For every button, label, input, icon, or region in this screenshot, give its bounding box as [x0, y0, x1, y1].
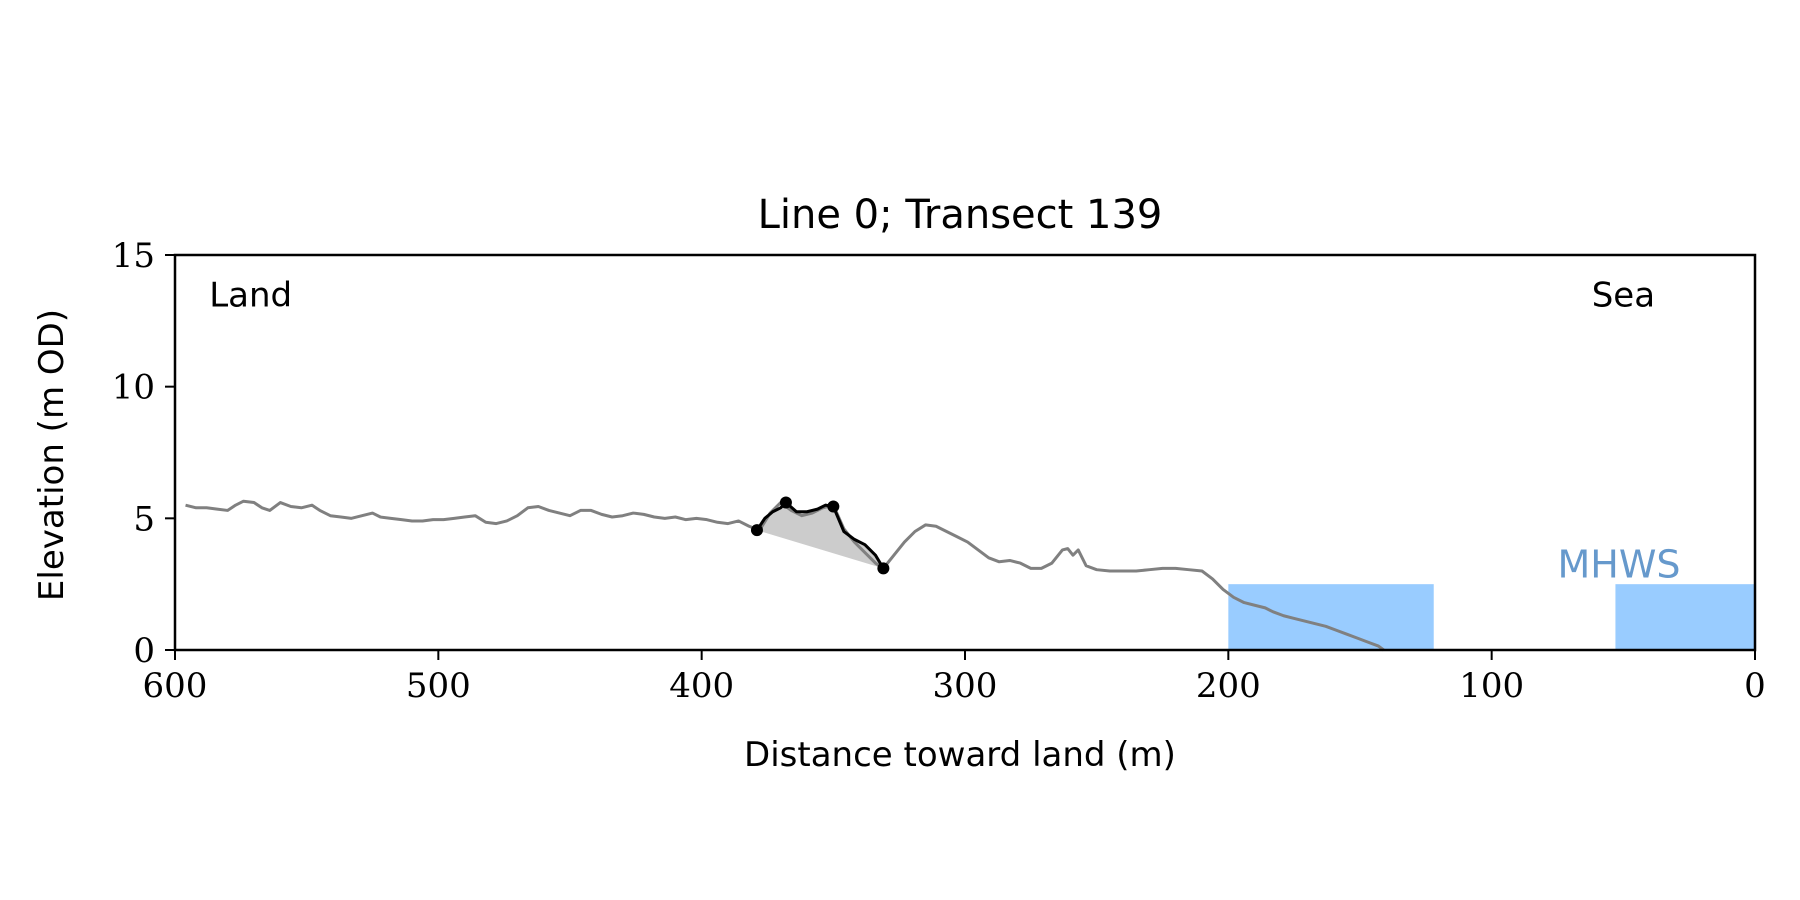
- axes: 600 500 400 300 200 100 0 0 5 10 15: [112, 236, 1766, 706]
- y-axis-label: Elevation (m OD): [32, 309, 72, 601]
- feature-shading: [756, 502, 884, 569]
- feature-marker-0: [750, 524, 763, 537]
- y-tick-label-0: 0: [133, 631, 155, 671]
- plot-area: Land Sea MHWS: [185, 276, 1755, 652]
- feature-marker-1: [779, 496, 792, 509]
- annotation-land: Land: [209, 276, 292, 316]
- feature-line: [755, 501, 885, 570]
- chart-title: Line 0; Transect 139: [758, 192, 1163, 238]
- x-tick-label-600: 600: [143, 666, 208, 706]
- x-axis-label: Distance toward land (m): [744, 735, 1176, 775]
- x-tick-label-200: 200: [1196, 666, 1261, 706]
- y-tick-label-15: 15: [112, 236, 155, 276]
- y-tick-label-5: 5: [133, 499, 155, 539]
- feature-marker-3: [877, 562, 890, 575]
- x-tick-label-500: 500: [406, 666, 471, 706]
- water-region-1: [1615, 584, 1755, 650]
- x-tick-label-0: 0: [1744, 666, 1766, 706]
- water-region-0: [1228, 584, 1434, 650]
- x-tick-label-400: 400: [669, 666, 734, 706]
- x-tick-label-100: 100: [1459, 666, 1524, 706]
- feature-marker-2: [827, 500, 840, 513]
- annotation-sea: Sea: [1592, 276, 1655, 316]
- annotation-mhws: MHWS: [1558, 543, 1681, 587]
- x-tick-label-300: 300: [933, 666, 998, 706]
- y-tick-label-10: 10: [112, 368, 155, 408]
- axes-frame: [173, 253, 1757, 652]
